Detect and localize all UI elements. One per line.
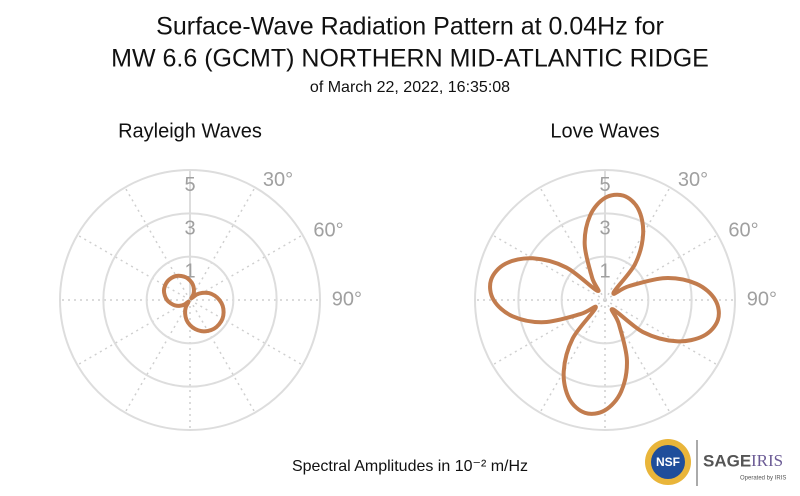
angular-grid-line	[77, 234, 191, 301]
angular-grid-line	[189, 234, 303, 301]
radial-tick-label: 1	[599, 261, 610, 283]
nsf-text: NSF	[656, 455, 680, 469]
subplot-title: Rayleigh Waves	[118, 120, 262, 142]
radial-tick-label: 5	[599, 174, 610, 196]
angular-tick-label: 30°	[263, 169, 293, 191]
angular-grid-line	[189, 187, 256, 301]
angular-grid-line	[539, 299, 606, 413]
sage-text: SAGE	[703, 451, 751, 470]
radial-tick-label: 3	[599, 217, 610, 239]
radial-tick-label: 1	[184, 261, 195, 283]
angular-grid-line	[124, 299, 191, 413]
angular-grid-line	[492, 299, 606, 366]
angular-tick-label: 60°	[728, 219, 758, 241]
angular-tick-label: 60°	[313, 219, 343, 241]
angular-grid-line	[189, 299, 256, 413]
radiation-curve	[488, 192, 721, 416]
angular-grid-line	[492, 234, 606, 301]
title-line: Surface-Wave Radiation Pattern at 0.04Hz…	[156, 13, 664, 41]
angular-grid-line	[77, 299, 191, 366]
angular-tick-label: 90°	[747, 288, 777, 310]
angular-tick-label: 90°	[332, 288, 362, 310]
subtitle: of March 22, 2022, 16:35:08	[310, 79, 510, 96]
iris-text: IRIS	[751, 451, 783, 470]
radiation-curve	[161, 273, 226, 334]
angular-grid-line	[604, 187, 671, 301]
nsf-logo: NSF	[645, 439, 691, 485]
angular-grid-line	[604, 299, 718, 366]
angular-grid-line	[604, 299, 671, 413]
operated-text: Operated by IRIS	[740, 476, 786, 482]
angular-grid-line	[604, 234, 718, 301]
angular-tick-label: 30°	[678, 169, 708, 191]
subplot-title: Love Waves	[550, 120, 659, 142]
footnote: Spectral Amplitudes in 10⁻² m/Hz	[292, 458, 528, 475]
radial-tick-label: 5	[184, 174, 195, 196]
logo-disc	[651, 445, 685, 479]
radial-tick-label: 3	[184, 217, 195, 239]
angular-grid-line	[189, 299, 303, 366]
angular-grid-line	[124, 187, 191, 301]
angular-grid-line	[539, 187, 606, 301]
title-line: MW 6.6 (GCMT) NORTHERN MID-ATLANTIC RIDG…	[111, 45, 709, 73]
